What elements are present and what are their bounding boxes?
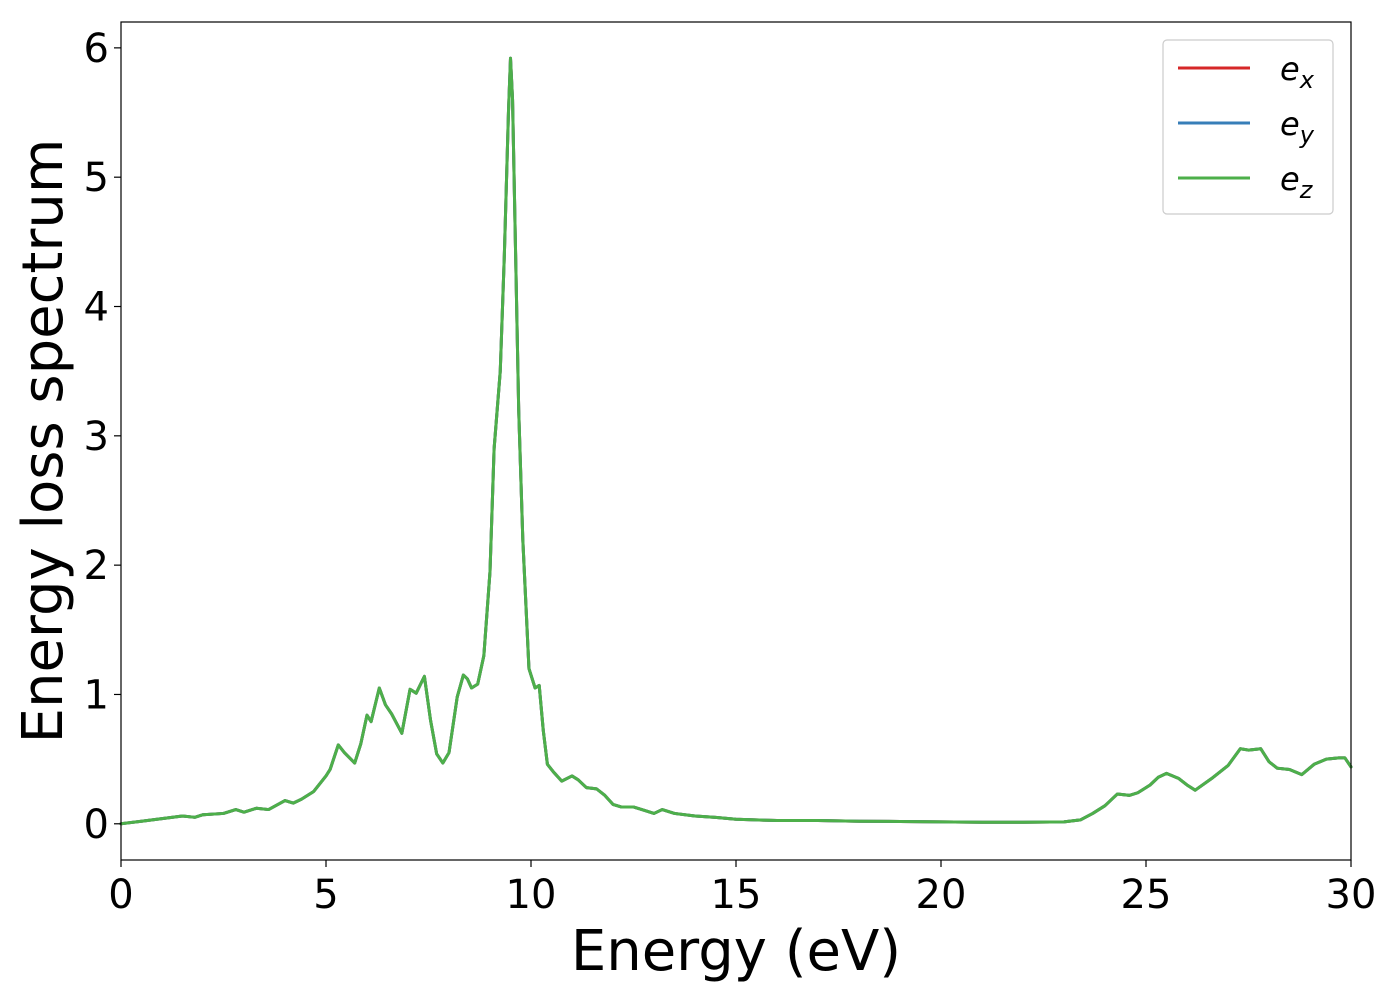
x-tick-label: 10 — [506, 872, 557, 918]
y-axis-ticks: 0 1 2 3 4 5 6 — [84, 26, 121, 848]
x-tick-label: 25 — [1121, 872, 1172, 918]
legend: ex ey ez — [1162, 39, 1334, 215]
x-tick-label: 0 — [108, 872, 133, 918]
x-tick-label: 5 — [313, 872, 338, 918]
legend-label-y: ey — [1280, 105, 1315, 149]
series-line-e-z — [119, 56, 1353, 826]
series-layer — [119, 56, 1353, 826]
y-tick-label: 5 — [84, 155, 109, 201]
legend-label-x: ex — [1280, 50, 1315, 94]
x-tick-label: 15 — [711, 872, 762, 918]
y-tick-label: 0 — [84, 802, 109, 848]
y-tick-label: 1 — [84, 672, 109, 718]
y-tick-label: 3 — [84, 414, 109, 460]
y-tick-label: 6 — [84, 26, 109, 72]
legend-label-z: ez — [1280, 160, 1314, 204]
legend-box — [1162, 39, 1334, 215]
x-tick-label: 30 — [1326, 872, 1377, 918]
legend-items: ex ey ez — [1178, 50, 1315, 204]
x-axis-ticks: 0 5 10 15 20 25 30 — [108, 860, 1376, 918]
x-tick-label: 20 — [916, 872, 967, 918]
y-tick-label: 4 — [84, 285, 109, 331]
y-axis-label: Energy loss spectrum — [11, 139, 76, 744]
y-tick-label: 2 — [84, 543, 109, 589]
x-axis-label: Energy (eV) — [571, 919, 901, 984]
